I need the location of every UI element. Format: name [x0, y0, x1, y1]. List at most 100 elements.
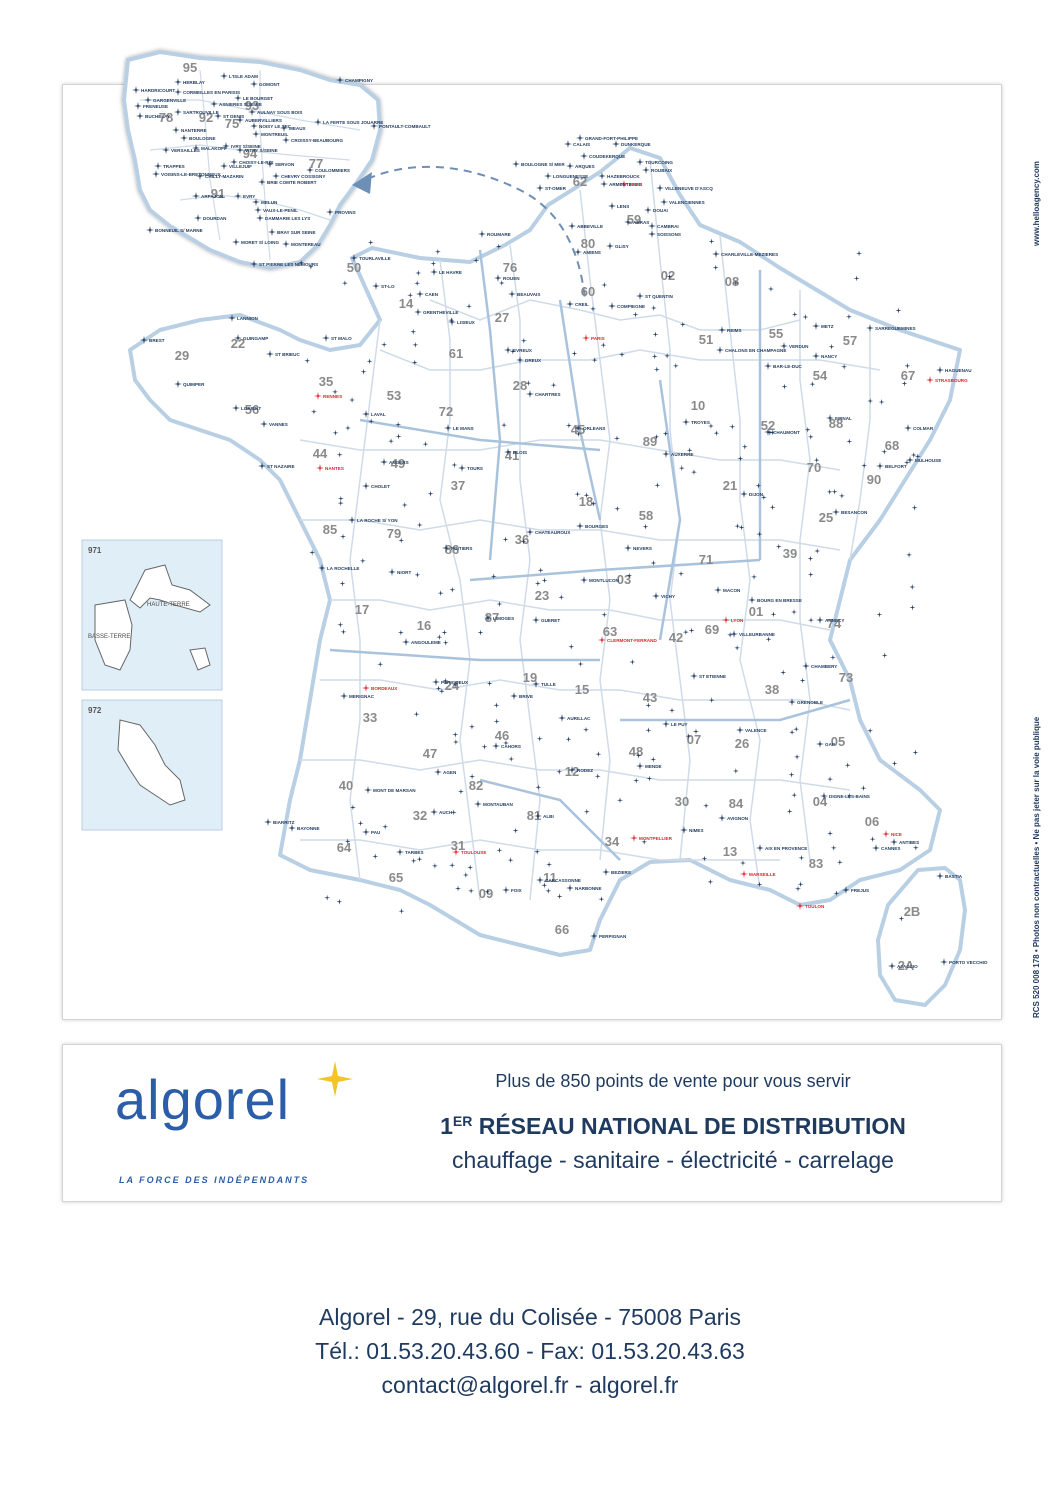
city-label: ARMENTIERES: [609, 182, 642, 187]
department-number-2a: 2A: [898, 958, 915, 973]
store-star-icon[interactable]: [512, 160, 520, 168]
store-star-icon[interactable]: [906, 551, 913, 558]
department-number-22: 22: [231, 336, 245, 351]
store-star-icon[interactable]: [322, 334, 330, 342]
city-label: AVIGNON: [727, 816, 749, 821]
store-star-icon[interactable]: [891, 760, 898, 767]
store-star-icon[interactable]: [478, 230, 486, 238]
department-number-91: 91: [211, 186, 225, 201]
city-label: LIMOGES: [493, 616, 514, 621]
city-label: GRAND-FORT-PHILIPPE: [585, 136, 638, 141]
city-label: MONTPELLIER: [639, 836, 673, 841]
store-star-icon[interactable]: [398, 908, 405, 915]
store-star-icon[interactable]: [564, 140, 572, 148]
store-star-icon[interactable]: [911, 504, 918, 511]
arrow-head-icon: [352, 172, 372, 194]
store-star-icon[interactable]: [909, 583, 916, 590]
legal-text: RCS 520 008 178 • Photos non contractuel…: [1032, 716, 1041, 1018]
city-label: ABBEVILLE: [577, 224, 603, 229]
store-star-icon[interactable]: [612, 140, 620, 148]
city-label: PONTAULT-COMBAULT: [379, 124, 431, 129]
store-star-icon[interactable]: [853, 275, 860, 282]
store-star-icon[interactable]: [566, 162, 574, 170]
city-label: VILLENEUVE D'ASCQ: [665, 186, 713, 191]
department-number-90: 90: [867, 472, 881, 487]
store-star-icon[interactable]: [707, 878, 714, 885]
store-star-icon[interactable]: [367, 239, 374, 246]
department-number-66: 66: [555, 922, 569, 937]
city-label: GUERET: [541, 618, 560, 623]
city-label: VERDUN: [789, 344, 809, 349]
city-label: VAUX-LE-PENIL: [263, 208, 298, 213]
store-star-icon[interactable]: [580, 152, 588, 160]
city-label: METZ: [821, 324, 834, 329]
department-number-65: 65: [389, 870, 403, 885]
department-number-75: 75: [225, 116, 239, 131]
store-star-icon[interactable]: [324, 894, 331, 901]
france-distribution-map: 971 HAUTE-TERRE BASSE-TERRE 972 95 78 92 93…: [81, 49, 988, 1007]
city-label: DIGNE-LES-BAINS: [829, 794, 870, 799]
department-number-84: 84: [729, 796, 744, 811]
department-number-69: 69: [705, 622, 719, 637]
city-label: CHEVRY COSSIGNY: [281, 174, 325, 179]
department-number-40: 40: [339, 778, 353, 793]
store-star-icon[interactable]: [576, 134, 584, 142]
city-label: NIMES: [689, 828, 704, 833]
store-star-icon[interactable]: [336, 898, 343, 905]
city-label: CREIL: [575, 302, 589, 307]
department-number-36: 36: [515, 532, 529, 547]
department-number-43: 43: [643, 690, 657, 705]
store-star-icon[interactable]: [912, 749, 919, 756]
city-label: IVRY S/SEINE: [231, 144, 261, 149]
city-label: PROVINS: [335, 210, 356, 215]
store-star-icon[interactable]: [146, 226, 154, 234]
department-number-52: 52: [761, 418, 775, 433]
city-label: DOURDAN: [203, 216, 227, 221]
store-star-icon[interactable]: [895, 307, 902, 314]
store-star-icon[interactable]: [544, 172, 552, 180]
department-number-63: 63: [603, 624, 617, 639]
city-label: TARBES: [405, 850, 424, 855]
city-label: PORTO VECCHIO: [949, 960, 988, 965]
city-label: CHAMBERY: [811, 664, 837, 669]
city-label: BAR-LE-DUC: [773, 364, 803, 369]
store-star-icon[interactable]: [341, 280, 348, 287]
store-star-icon[interactable]: [881, 652, 888, 659]
city-label: ST-LO: [381, 284, 395, 289]
store-star-icon[interactable]: [536, 184, 544, 192]
city-label: MERIGNAC: [349, 694, 375, 699]
city-label: MARSEILLE: [749, 872, 776, 877]
city-label: CAHORS: [501, 744, 521, 749]
department-number-76: 76: [503, 260, 517, 275]
guadeloupe-inset: 971 HAUTE-TERRE BASSE-TERRE: [81, 539, 223, 691]
store-star-icon[interactable]: [856, 250, 863, 257]
store-star-icon[interactable]: [876, 611, 883, 618]
department-number-33: 33: [363, 710, 377, 725]
city-label: VILLEJUIF: [229, 164, 252, 169]
department-number-58: 58: [639, 508, 653, 523]
city-label: COMPIEGNE: [617, 304, 645, 309]
store-star-icon[interactable]: [909, 604, 916, 611]
city-label: CLERMONT-FERRAND: [607, 638, 657, 643]
store-star-icon[interactable]: [264, 818, 272, 826]
city-label: MULHOUSE: [915, 458, 941, 463]
department-number-08: 08: [725, 274, 739, 289]
department-number-25: 25: [819, 510, 833, 525]
address-line: Algorel - 29, rue du Colisée - 75008 Par…: [319, 1304, 741, 1330]
city-label: NANTES: [325, 466, 344, 471]
department-number-61: 61: [449, 346, 463, 361]
city-label: MONTLUCON: [589, 578, 620, 583]
department-number-73: 73: [839, 670, 853, 685]
department-number-70: 70: [807, 460, 821, 475]
department-number-32: 32: [413, 808, 427, 823]
city-label: CHALONS EN CHAMPAGNE: [725, 348, 786, 353]
city-label: ST MALO: [331, 336, 352, 341]
department-number-23: 23: [535, 588, 549, 603]
store-star-icon[interactable]: [434, 248, 441, 255]
web-line[interactable]: contact@algorel.fr - algorel.fr: [381, 1372, 679, 1398]
city-label: EVREUX: [513, 348, 533, 353]
department-number-47: 47: [423, 746, 437, 761]
city-label: COULOMMIERS: [315, 168, 350, 173]
city-label: COLMAR: [913, 426, 934, 431]
city-label: ASNIERES S/SEINE: [219, 102, 262, 107]
